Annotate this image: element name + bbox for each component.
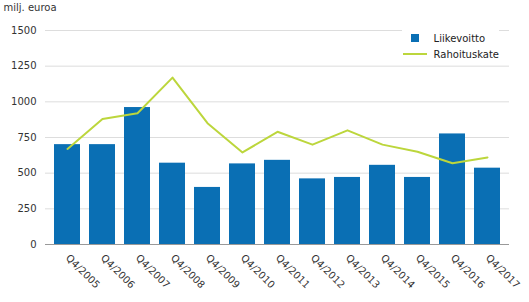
svg-text:1500: 1500 xyxy=(11,25,36,36)
svg-text:1000: 1000 xyxy=(11,96,36,107)
svg-text:Q4/2012: Q4/2012 xyxy=(309,252,347,290)
svg-text:Q4/2014: Q4/2014 xyxy=(379,252,417,290)
svg-text:Q4/2010: Q4/2010 xyxy=(239,252,277,290)
svg-text:Q4/2011: Q4/2011 xyxy=(274,252,312,290)
html-text:Liikevoitto: Liikevoitto xyxy=(433,32,486,44)
svg-text:Q4/2015: Q4/2015 xyxy=(414,252,452,290)
svg-text:Q4/2007: Q4/2007 xyxy=(134,252,172,290)
svg-text:milj. euroa: milj. euroa xyxy=(4,2,57,13)
svg-text:500: 500 xyxy=(17,167,36,178)
svg-text:250: 250 xyxy=(17,203,36,214)
svg-text:Q4/2008: Q4/2008 xyxy=(169,252,207,290)
svg-text:1250: 1250 xyxy=(11,60,36,71)
svg-text:Q4/2005: Q4/2005 xyxy=(64,252,102,290)
svg-text:Q4/2006: Q4/2006 xyxy=(99,252,137,290)
svg-text:Q4/2017: Q4/2017 xyxy=(484,252,522,290)
svg-text:0: 0 xyxy=(30,239,36,250)
html-text:Rahoituskate: Rahoituskate xyxy=(433,48,499,60)
svg-text:Q4/2013: Q4/2013 xyxy=(344,252,382,290)
svg-text:Q4/2009: Q4/2009 xyxy=(204,252,242,290)
svg-text:Q4/2016: Q4/2016 xyxy=(449,252,487,290)
svg-text:750: 750 xyxy=(17,132,36,143)
